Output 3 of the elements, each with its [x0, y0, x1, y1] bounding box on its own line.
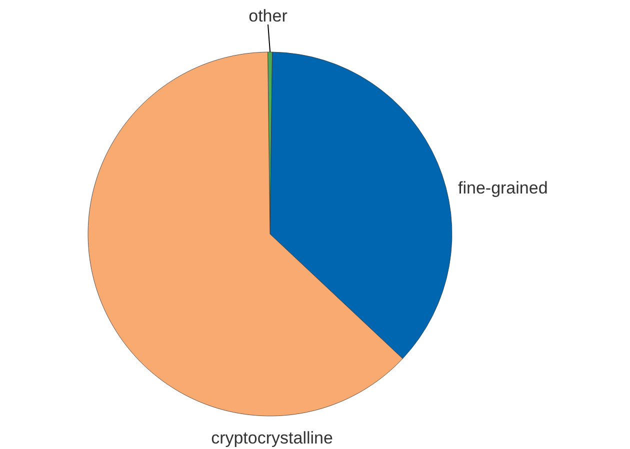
slice-label: fine-grained [458, 178, 548, 198]
slice-label: cryptocrystalline [211, 428, 333, 448]
slice-label: other [248, 6, 288, 26]
